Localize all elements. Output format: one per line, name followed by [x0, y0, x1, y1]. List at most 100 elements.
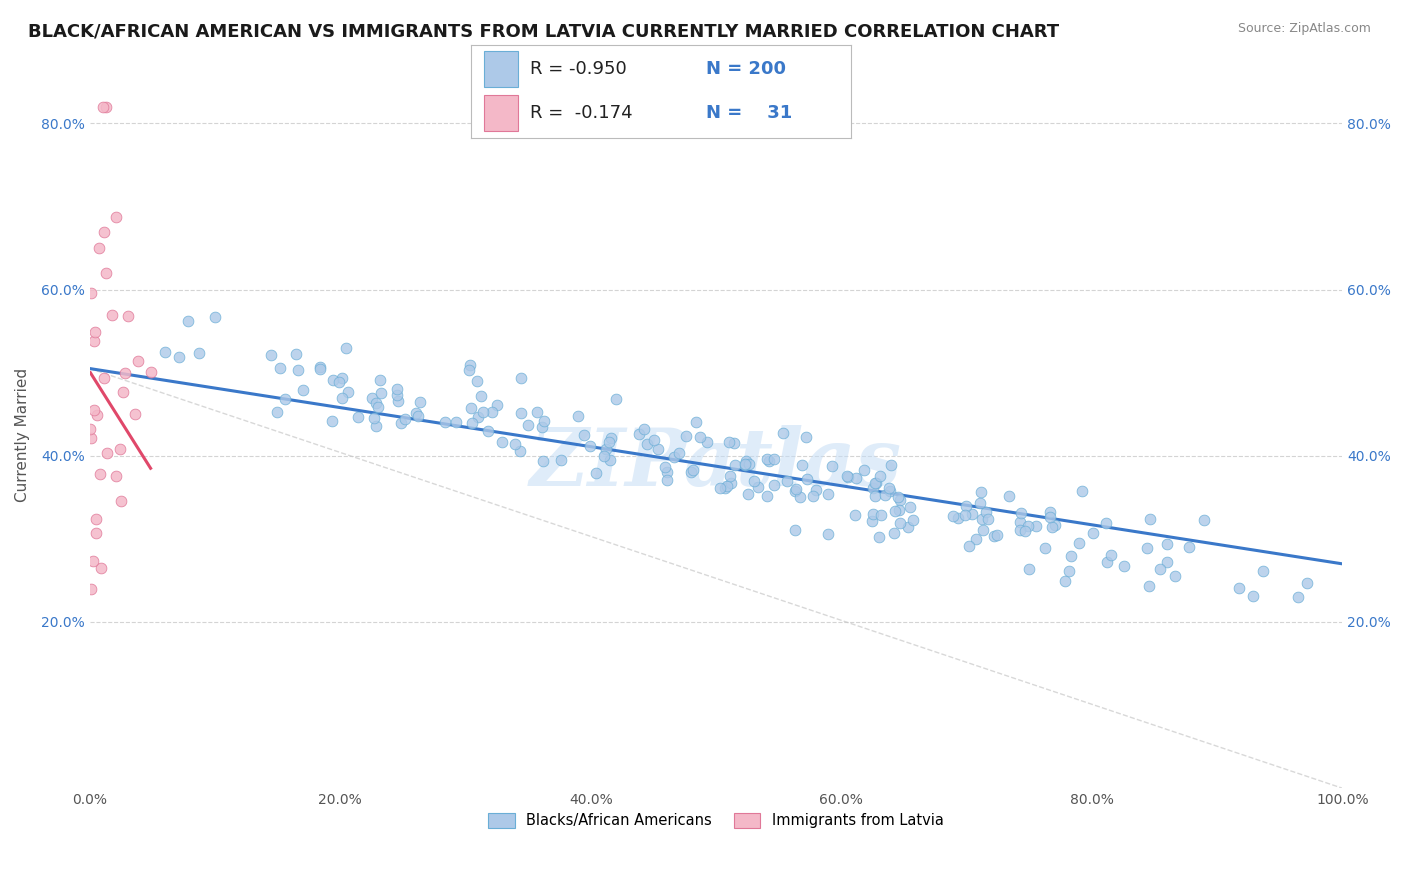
Point [444, 415, 467, 429]
Point [675, 429, 697, 443]
Point [709, 481, 731, 495]
Point [1010, 506, 1032, 520]
Point [531, 420, 554, 434]
Point [877, 481, 900, 495]
Point [83, 325, 105, 339]
Point [742, 474, 765, 488]
Point [370, 373, 392, 387]
Point [598, 434, 620, 449]
Point [657, 473, 679, 487]
Point [169, 350, 191, 364]
Point [531, 453, 554, 467]
Point [1137, 579, 1160, 593]
FancyBboxPatch shape [484, 95, 519, 131]
Point [460, 401, 482, 415]
Point [775, 474, 797, 488]
Point [869, 468, 891, 483]
Point [405, 406, 427, 420]
Point [948, 511, 970, 525]
Point [105, 211, 128, 225]
Point [636, 437, 658, 451]
Point [794, 430, 817, 444]
Point [1017, 518, 1039, 533]
Point [723, 458, 745, 473]
Point [139, 365, 162, 379]
Point [1039, 505, 1062, 519]
Point [960, 508, 983, 522]
Point [1149, 562, 1171, 576]
Point [100, 308, 122, 322]
Point [114, 367, 136, 381]
Point [80, 285, 103, 300]
Point [1054, 574, 1077, 588]
FancyBboxPatch shape [484, 51, 519, 87]
Point [835, 469, 858, 483]
Point [461, 417, 484, 431]
Point [337, 385, 360, 400]
Point [1014, 524, 1036, 538]
Point [269, 360, 291, 375]
Point [509, 371, 531, 385]
Text: BLACK/AFRICAN AMERICAN VS IMMIGRANTS FROM LATVIA CURRENTLY MARRIED CORRELATION C: BLACK/AFRICAN AMERICAN VS IMMIGRANTS FRO… [28, 22, 1059, 40]
Point [969, 496, 991, 510]
Point [1010, 516, 1032, 530]
Text: R =  -0.174: R = -0.174 [530, 104, 633, 122]
Point [1112, 558, 1135, 573]
Text: N =    31: N = 31 [706, 104, 793, 122]
Point [328, 376, 350, 390]
Point [647, 442, 669, 456]
Point [117, 310, 139, 324]
Point [972, 524, 994, 538]
Point [772, 425, 794, 440]
Point [884, 504, 907, 518]
Point [309, 362, 332, 376]
Point [763, 478, 786, 492]
Point [717, 435, 740, 450]
Point [472, 405, 495, 419]
Point [1083, 525, 1105, 540]
Point [1296, 576, 1319, 591]
Point [292, 383, 315, 397]
Point [821, 458, 844, 473]
Point [865, 475, 887, 490]
Point [790, 458, 813, 472]
Legend: Blacks/African Americans, Immigrants from Latvia: Blacks/African Americans, Immigrants fro… [482, 806, 949, 834]
Point [86, 525, 108, 540]
Point [491, 434, 513, 449]
Point [685, 415, 707, 429]
Point [1227, 581, 1250, 595]
Point [110, 494, 132, 508]
Point [970, 512, 993, 526]
Point [628, 426, 651, 441]
Point [875, 488, 897, 502]
Point [82, 554, 104, 568]
Point [579, 439, 602, 453]
Point [1156, 555, 1178, 569]
Point [1059, 564, 1081, 578]
Point [153, 345, 176, 359]
Point [308, 359, 330, 374]
Point [111, 385, 134, 400]
Point [370, 386, 392, 401]
Point [364, 419, 387, 434]
Point [965, 532, 987, 546]
Point [533, 414, 555, 428]
Point [844, 508, 866, 522]
Point [321, 374, 343, 388]
Point [1136, 541, 1159, 555]
Point [572, 427, 595, 442]
Point [105, 468, 128, 483]
Point [330, 392, 353, 406]
Point [465, 375, 488, 389]
Point [1043, 517, 1066, 532]
Point [852, 463, 875, 477]
Text: R = -0.950: R = -0.950 [530, 60, 627, 78]
Point [737, 487, 759, 501]
Point [89, 241, 111, 255]
Point [517, 418, 540, 433]
Point [177, 314, 200, 328]
Point [387, 393, 409, 408]
Point [1008, 523, 1031, 537]
Point [983, 528, 1005, 542]
Point [1253, 564, 1275, 578]
